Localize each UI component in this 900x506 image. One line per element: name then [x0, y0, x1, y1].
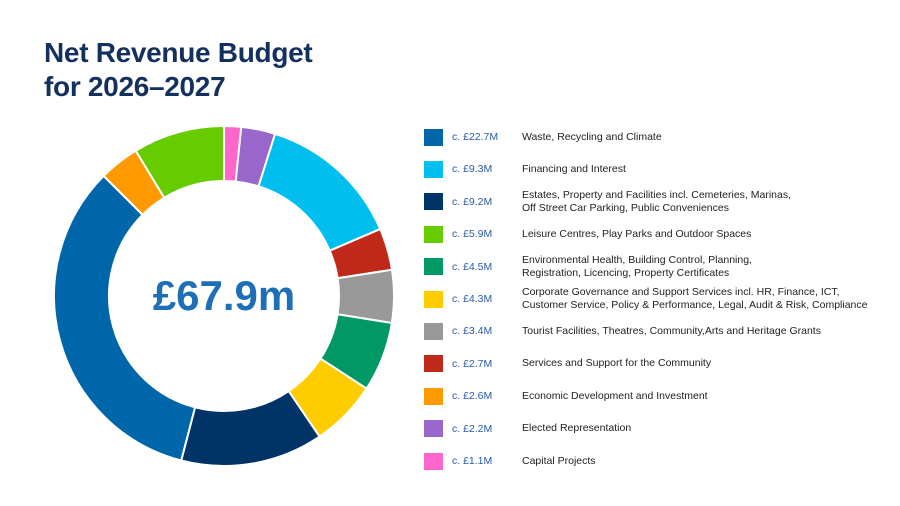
legend-label: Tourist Facilities, Theatres, Community,… — [522, 325, 821, 338]
legend-item-corporate: c. £4.3M Corporate Governance and Support… — [424, 283, 867, 315]
legend-value: c. £1.1M — [452, 455, 493, 467]
legend-label: Financing and Interest — [522, 163, 626, 176]
legend-swatch — [424, 452, 443, 470]
legend-value: c. £5.9M — [452, 228, 493, 241]
legend-swatch — [424, 290, 443, 308]
legend-swatch — [424, 225, 443, 243]
legend-label: Estates, Property and Facilities incl. C… — [522, 189, 791, 215]
legend-label-line: Financing and Interest — [522, 162, 626, 175]
total-label: £67.9m — [152, 272, 296, 319]
legend-label: Leisure Centres, Play Parks and Outdoor … — [522, 228, 751, 241]
title-line-1: Net Revenue Budget — [44, 37, 313, 68]
legend-label-line: Registration, Licencing, Property Certif… — [522, 266, 730, 279]
legend-label: Environmental Health, Building Control, … — [522, 254, 752, 280]
legend-value: c. £4.5M — [452, 260, 493, 273]
legend-label-line: Estates, Property and Facilities incl. C… — [522, 188, 792, 201]
legend-value: c. £2.6M — [452, 390, 493, 403]
legend-value: c. £22.7M — [452, 131, 499, 143]
legend-item-estates: c. £9.2M Estates, Property and Facilities… — [424, 186, 791, 218]
legend-label-line: Economic Development and Investment — [522, 389, 708, 402]
legend-label: Waste, Recycling and Climate — [522, 131, 662, 144]
legend-item-capital: c. £1.1M Capital Projects — [424, 445, 596, 477]
title-line-2: for 2026–2027 — [44, 71, 226, 102]
legend-value: c. £3.4M — [452, 325, 493, 338]
legend-label: Capital Projects — [522, 455, 596, 468]
chart-title: Net Revenue Budget for 2026–2027 — [44, 36, 313, 104]
legend-swatch — [424, 258, 443, 276]
legend-swatch — [424, 322, 443, 340]
legend-label: Economic Development and Investment — [522, 390, 708, 403]
legend-value: c. £9.3M — [452, 163, 493, 176]
legend-swatch — [424, 193, 443, 211]
legend-item-services: c. £2.7M Services and Support for the Com… — [424, 348, 711, 380]
legend-item-elected: c. £2.2M Elected Representation — [424, 413, 631, 445]
legend-swatch — [424, 355, 443, 373]
legend-label-line: Off Street Car Parking, Public Convenien… — [522, 201, 729, 214]
legend-label-line: Elected Representation — [522, 422, 632, 435]
legend-value: c. £4.3M — [452, 293, 493, 305]
legend-swatch — [424, 420, 443, 438]
legend-item-waste: c. £22.7M Waste, Recycling and Climate — [424, 121, 662, 153]
legend-label-line: Customer Service, Policy & Performance, … — [522, 299, 868, 311]
legend-item-financing: c. £9.3M Financing and Interest — [424, 153, 626, 185]
slice-leisure — [134, 124, 225, 200]
legend-label: Corporate Governance and Support Service… — [522, 286, 867, 312]
legend-label-line: Capital Projects — [522, 454, 596, 467]
legend-label-line: Leisure Centres, Play Parks and Outdoor … — [522, 227, 752, 240]
legend-item-environmental: c. £4.5M Environmental Health, Building C… — [424, 251, 752, 283]
slice-waste — [53, 174, 197, 462]
slice-financing — [257, 132, 382, 253]
legend-value: c. £2.2M — [452, 422, 493, 435]
legend-swatch — [424, 128, 443, 146]
legend-item-leisure: c. £5.9M Leisure Centres, Play Parks and … — [424, 218, 751, 250]
legend-item-tourist: c. £3.4M Tourist Facilities, Theatres, Co… — [424, 315, 821, 347]
legend-value: c. £2.7M — [452, 357, 493, 370]
legend-label-line: Environmental Health, Building Control, … — [522, 253, 752, 266]
donut-chart — [53, 124, 395, 467]
legend-label-line: Tourist Facilities, Theatres, Community,… — [522, 324, 821, 337]
legend-label: Elected Representation — [522, 422, 631, 435]
legend-swatch — [424, 387, 443, 405]
legend-label-line: Corporate Governance and Support Service… — [522, 286, 840, 298]
legend-item-economic: c. £2.6M Economic Development and Investm… — [424, 380, 708, 412]
legend-label-line: Services and Support for the Community — [522, 357, 712, 370]
legend-label-line: Waste, Recycling and Climate — [522, 130, 662, 143]
legend-value: c. £9.2M — [452, 195, 493, 208]
legend-swatch — [424, 160, 443, 178]
legend-label: Services and Support for the Community — [522, 357, 711, 370]
